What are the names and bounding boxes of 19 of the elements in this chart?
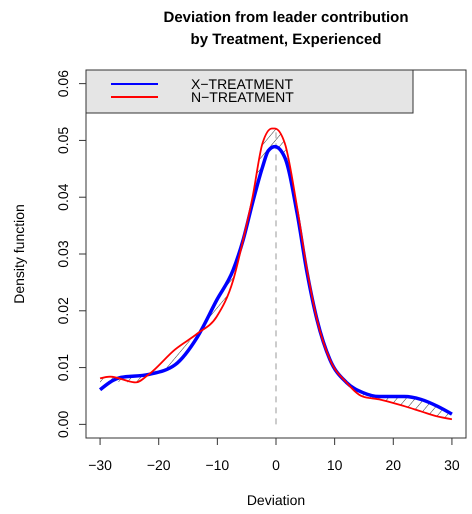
- x-axis-title: Deviation: [246, 492, 306, 508]
- x-tick-label: 10: [326, 457, 343, 473]
- y-tick-label: 0.03: [55, 240, 71, 268]
- y-tick-label: 0.01: [55, 354, 71, 382]
- x-tick-label: −10: [205, 457, 230, 473]
- x-tick-label: 30: [444, 457, 460, 473]
- x-tick-label: −30: [88, 457, 112, 473]
- chart-title: Deviation from leader contribution by Treatment, Experienced: [163, 9, 409, 48]
- y-tick-label: 0.04: [55, 183, 71, 211]
- legend-label: N−TREATMENT: [191, 89, 294, 105]
- legend-label: X−TREATMENT: [191, 76, 294, 92]
- y-tick-label: 0.06: [55, 70, 71, 98]
- x-tick-label: −20: [146, 457, 171, 473]
- y-axis-title: Density function: [11, 204, 27, 304]
- x-tick-label: 0: [272, 457, 280, 473]
- y-tick-label: 0.02: [55, 296, 71, 324]
- y-tick-label: 0.05: [55, 126, 71, 154]
- x-tick-label: 20: [385, 457, 402, 473]
- y-tick-label: 0.00: [55, 410, 71, 438]
